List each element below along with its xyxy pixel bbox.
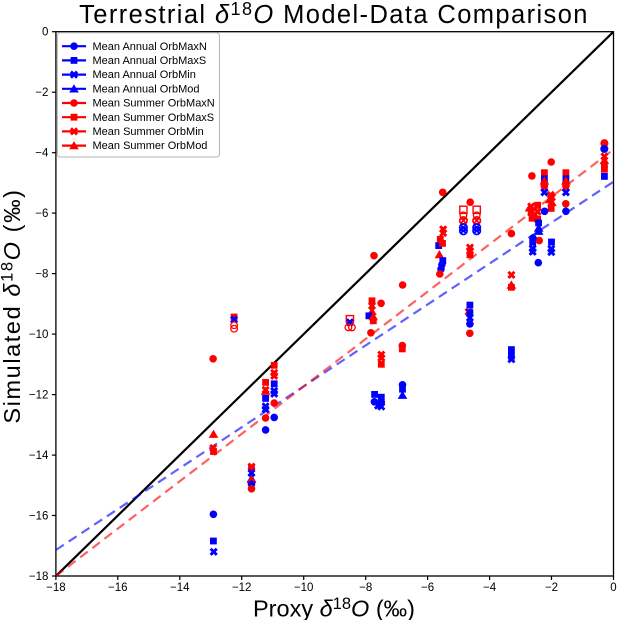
svg-text:0: 0 (610, 582, 616, 594)
svg-text:−2: −2 (545, 582, 558, 594)
svg-text:−12: −12 (29, 390, 49, 402)
svg-text:−8: −8 (359, 582, 372, 594)
svg-text:−16: −16 (108, 582, 128, 594)
svg-text:−4: −4 (483, 582, 497, 594)
svg-text:−16: −16 (29, 511, 49, 523)
svg-text:−14: −14 (29, 450, 49, 462)
svg-text:Mean Summer OrbMaxS: Mean Summer OrbMaxS (93, 112, 215, 124)
svg-text:Simulated δ18O (‰): Simulated δ18O (‰) (0, 188, 25, 423)
svg-text:Terrestrial δ18O Model-Data Co: Terrestrial δ18O Model-Data Comparison (79, 0, 589, 29)
svg-text:−2: −2 (35, 87, 48, 99)
svg-text:Mean Summer OrbMod: Mean Summer OrbMod (93, 140, 208, 152)
svg-text:−4: −4 (35, 148, 49, 160)
svg-text:−6: −6 (35, 208, 48, 220)
svg-text:Mean Annual OrbMin: Mean Annual OrbMin (93, 69, 196, 81)
svg-text:Mean Annual OrbMaxS: Mean Annual OrbMaxS (93, 55, 207, 67)
svg-text:Mean Summer OrbMin: Mean Summer OrbMin (93, 126, 204, 138)
svg-text:−18: −18 (29, 571, 49, 583)
svg-text:−10: −10 (294, 582, 314, 594)
svg-text:Mean Summer OrbMaxN: Mean Summer OrbMaxN (93, 98, 215, 110)
svg-text:Mean Annual OrbMaxN: Mean Annual OrbMaxN (93, 41, 207, 53)
svg-text:−12: −12 (232, 582, 252, 594)
svg-text:−8: −8 (35, 269, 48, 281)
svg-text:−14: −14 (170, 582, 190, 594)
svg-text:Mean Annual OrbMod: Mean Annual OrbMod (93, 83, 200, 95)
svg-text:0: 0 (42, 27, 48, 39)
svg-text:−18: −18 (46, 582, 66, 594)
svg-text:−10: −10 (29, 329, 49, 341)
svg-text:−6: −6 (421, 582, 434, 594)
